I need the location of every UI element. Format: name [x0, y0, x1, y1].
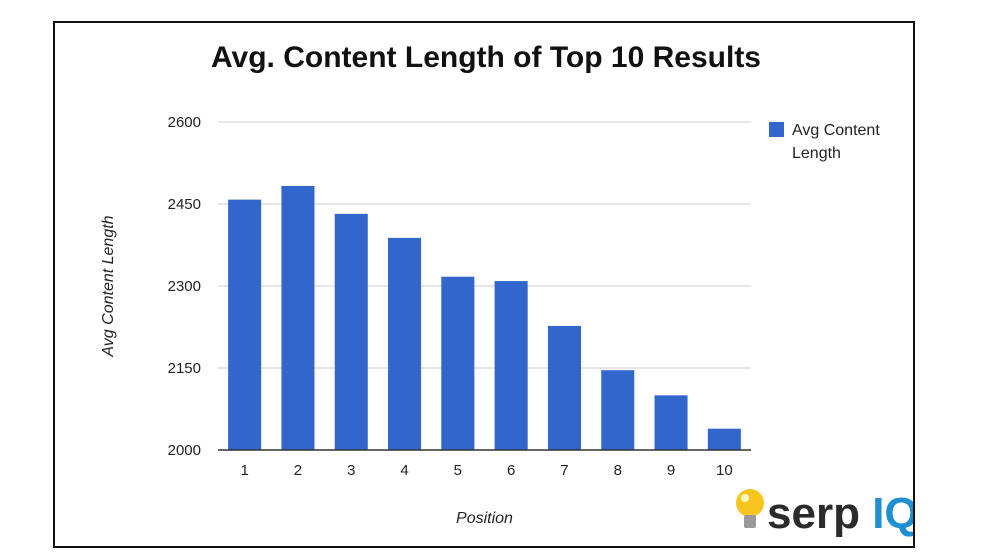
x-axis-label: Position	[456, 510, 513, 527]
x-axis-ticks: 1 2 3 4 5 6 7 8 9 10	[240, 462, 732, 479]
bars	[228, 185, 741, 450]
bar	[228, 199, 262, 450]
x-tick-label: 5	[454, 462, 462, 479]
y-tick-label: 2000	[168, 442, 201, 459]
x-tick-label: 6	[507, 462, 515, 479]
bar	[334, 213, 368, 450]
chart-frame: Avg. Content Length of Top 10 Results 20…	[53, 21, 915, 548]
legend: Avg Content Length	[769, 122, 884, 162]
lightbulb-icon	[736, 489, 764, 528]
y-tick-label: 2300	[168, 278, 201, 295]
legend-label: Avg Content Length	[792, 122, 884, 162]
x-tick-label: 10	[716, 462, 733, 479]
y-axis-label: Avg Content Length	[100, 215, 117, 357]
bulb-base	[744, 515, 756, 528]
chart-title: Avg. Content Length of Top 10 Results	[211, 41, 761, 74]
legend-label-line: Avg Content	[792, 122, 880, 139]
bar	[547, 325, 581, 450]
bulb-shine	[741, 494, 749, 502]
x-tick-label: 3	[347, 462, 355, 479]
bar	[494, 281, 528, 450]
y-axis-ticks: 2000 2150 2300 2450 2600	[168, 114, 201, 459]
bar	[388, 237, 422, 450]
x-tick-label: 4	[400, 462, 408, 479]
x-tick-label: 8	[614, 462, 622, 479]
legend-label-line: Length	[792, 145, 841, 162]
serpiq-logo: serp IQ	[736, 489, 913, 538]
legend-swatch	[769, 122, 784, 137]
bar	[707, 428, 741, 450]
x-tick-label: 7	[560, 462, 568, 479]
bar-chart: Avg. Content Length of Top 10 Results 20…	[100, 41, 913, 538]
x-tick-label: 1	[240, 462, 248, 479]
x-tick-label: 2	[294, 462, 302, 479]
y-tick-label: 2450	[168, 196, 201, 213]
bulb-glass	[736, 489, 764, 517]
x-tick-label: 9	[667, 462, 675, 479]
logo-text-serp: serp	[767, 489, 860, 538]
logo-text: serp IQ	[767, 489, 913, 538]
bar	[281, 185, 315, 450]
logo-text-iq: IQ	[872, 489, 913, 538]
bar	[601, 370, 635, 450]
bar	[654, 395, 688, 450]
y-tick-label: 2600	[168, 114, 201, 131]
bar	[441, 276, 475, 450]
y-tick-label: 2150	[168, 360, 201, 377]
